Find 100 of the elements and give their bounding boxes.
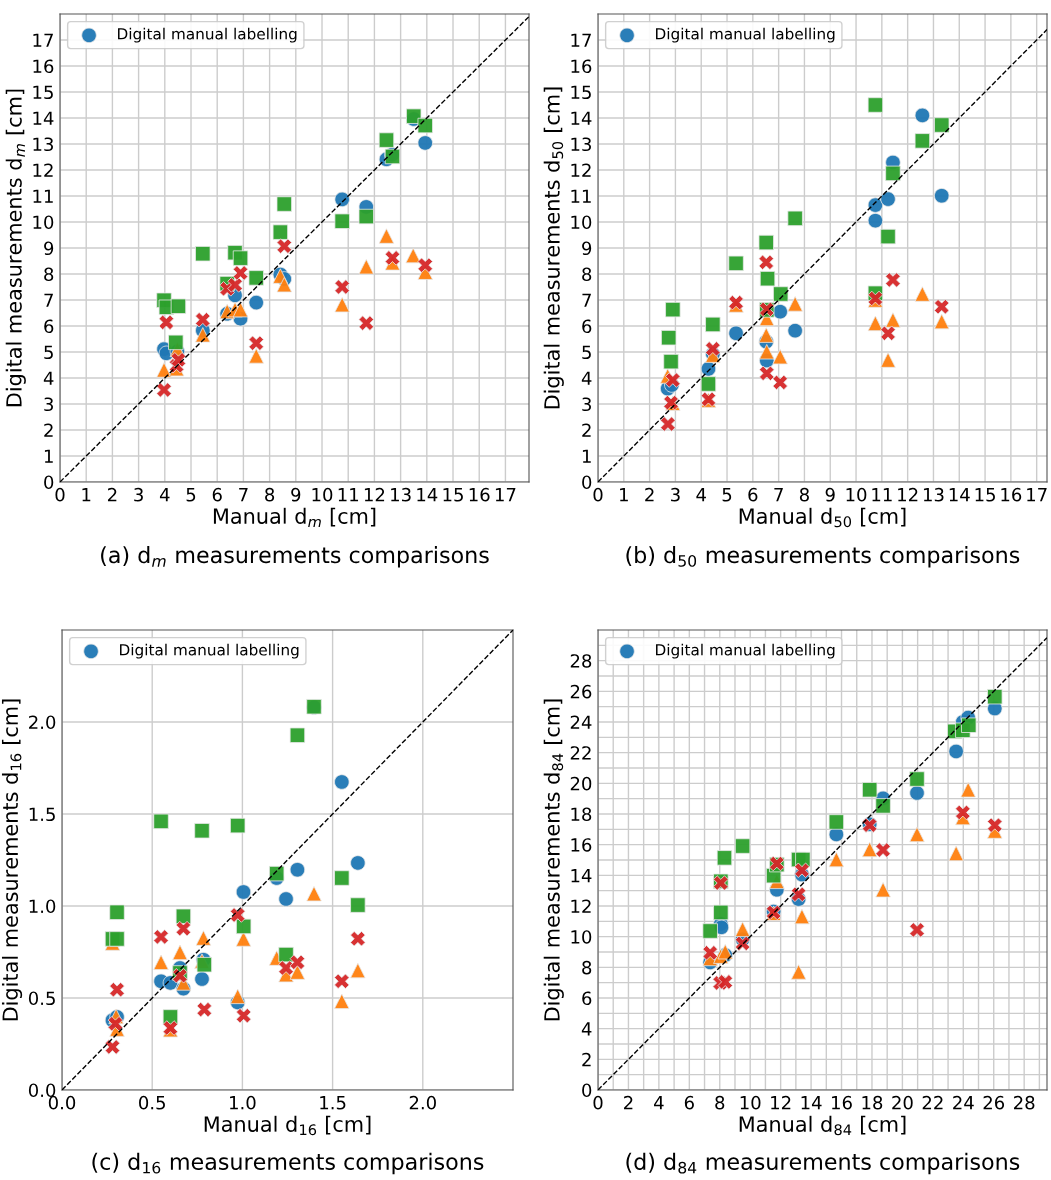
y-tick-label: 4 (581, 1022, 592, 1036)
x-axis-title: Manual d$_{16}$ [cm] (204, 1115, 371, 1136)
y-tick-label: 12 (571, 163, 591, 177)
y-tick-label: 13 (571, 137, 591, 152)
x-tick-label: 15 (443, 488, 463, 502)
y-tick-label: 16 (571, 838, 592, 852)
text: (d) d$_{84}$ measurements comparisons (626, 1152, 1020, 1175)
x-tick-label: 1 (82, 488, 91, 502)
y-tick-label: 24 (570, 715, 592, 729)
y-tick-label: 10 (33, 215, 54, 230)
legend-label: Digital manual labelling (120, 643, 299, 659)
x-tick-label: 0 (593, 1095, 603, 1110)
x-tick-label: 3 (671, 487, 680, 502)
y-tick-label: 3 (44, 397, 53, 412)
text: (a) d$_{m}$ measurements comparisons (101, 546, 489, 568)
x-tick-label: 0 (593, 487, 603, 502)
y-tick-label: 16 (33, 59, 54, 74)
x-tick-label: 6 (212, 487, 222, 502)
x-tick-label: 1 (620, 488, 628, 502)
x-tick-label: 6 (748, 487, 758, 502)
y-tick-label: 3 (582, 397, 591, 412)
y-axis-title: Digital measurements d$_{50}$ [cm] (543, 87, 564, 409)
y-tick-label: 0 (44, 475, 54, 490)
x-tick-label: 12 (771, 1095, 791, 1110)
x-tick-label: 12 (364, 487, 385, 502)
x-tick-label: 9 (291, 487, 301, 502)
x-tick-label: 11 (338, 488, 359, 502)
x-tick-label: 14 (417, 488, 438, 502)
x-tick-label: 26 (983, 1095, 1005, 1110)
x-tick-label: 0.5 (139, 1095, 165, 1110)
y-axis-title: Digital measurements d$_{84}$ [cm] (543, 699, 564, 1021)
y-tick-label: 16 (571, 59, 592, 74)
x-tick-label: 7 (239, 488, 248, 502)
y-tick-label: 10 (571, 215, 592, 230)
x-tick-label: 18 (862, 1095, 883, 1110)
x-tick-label: 5 (722, 488, 732, 502)
x-tick-label: 6 (684, 1095, 694, 1110)
y-tick-label: 7 (44, 293, 53, 307)
x-tick-label: 9 (825, 487, 835, 502)
y-tick-label: 8 (582, 267, 592, 282)
text: (b) d$_{50}$ measurements comparisons (626, 546, 1020, 568)
y-tick-label: 17 (571, 33, 591, 47)
y-tick-label: 5 (44, 345, 53, 360)
x-tick-label: 4 (654, 1096, 664, 1110)
y-tick-label: 15 (33, 85, 53, 100)
x-tick-label: 15 (975, 488, 995, 502)
x-axis-title: Manual d$_{84}$ [cm] (739, 1115, 906, 1136)
x-tick-label: 5 (186, 488, 196, 502)
x-tick-label: 13 (923, 487, 944, 502)
x-tick-label: 1.5 (320, 1096, 346, 1110)
x-tick-label: 28 (1014, 1095, 1035, 1110)
x-tick-label: 16 (1001, 487, 1022, 502)
y-tick-label: 6 (582, 319, 592, 334)
y-tick-label: 12 (33, 163, 53, 177)
x-tick-label: 2 (645, 487, 654, 502)
x-tick-label: 4 (696, 488, 706, 502)
y-tick-label: 14 (571, 869, 592, 883)
x-tick-label: 2 (107, 487, 117, 502)
x-tick-label: 17 (1027, 488, 1047, 502)
text: (c) d$_{16}$ measurements comparisons (92, 1152, 484, 1175)
y-tick-label: 28 (570, 654, 592, 668)
y-tick-label: 11 (571, 189, 591, 203)
y-tick-label: 0.5 (28, 991, 55, 1006)
x-tick-label: 4 (159, 488, 170, 502)
y-tick-label: 0.0 (28, 1083, 56, 1098)
x-tick-label: 7 (774, 488, 783, 502)
x-tick-label: 20 (892, 1095, 913, 1110)
y-tick-label: 4 (43, 371, 54, 385)
y-tick-label: 6 (44, 319, 54, 334)
x-axis-title: Manual d$_{m}$ [cm] (213, 507, 376, 528)
y-tick-label: 9 (582, 241, 592, 256)
x-tick-label: 24 (953, 1095, 974, 1110)
y-tick-label: 2.0 (29, 715, 56, 730)
x-tick-label: 16 (832, 1095, 852, 1110)
y-tick-label: 18 (571, 807, 592, 822)
y-tick-label: 2 (582, 1052, 591, 1067)
y-tick-label: 11 (33, 189, 53, 203)
x-tick-label: 1.0 (230, 1095, 256, 1110)
y-axis-title: Digital measurements d$_{m}$ [cm] (5, 89, 26, 407)
y-tick-label: 0 (582, 1083, 592, 1098)
x-tick-label: 10 (740, 1095, 761, 1110)
x-tick-label: 10 (846, 487, 867, 502)
y-tick-label: 14 (571, 111, 592, 125)
legend-label: Digital manual labelling (118, 27, 297, 43)
y-tick-label: 2 (44, 423, 53, 437)
x-tick-label: 14 (801, 1096, 822, 1110)
legend-label: Digital manual labelling (656, 27, 835, 43)
y-tick-label: 8 (582, 960, 592, 975)
y-tick-label: 9 (44, 241, 54, 256)
x-tick-label: 14 (949, 488, 970, 502)
x-tick-label: 8 (715, 1095, 725, 1110)
y-tick-label: 8 (44, 267, 54, 282)
y-tick-label: 1 (582, 449, 591, 463)
x-tick-label: 17 (495, 488, 516, 502)
x-tick-label: 13 (391, 487, 411, 502)
y-tick-label: 2 (582, 423, 591, 437)
y-tick-label: 4 (581, 371, 592, 385)
y-axis-title: Digital measurements d$_{16}$ [cm] (1, 699, 23, 1021)
y-tick-label: 20 (570, 776, 592, 791)
y-tick-label: 5 (582, 345, 591, 360)
